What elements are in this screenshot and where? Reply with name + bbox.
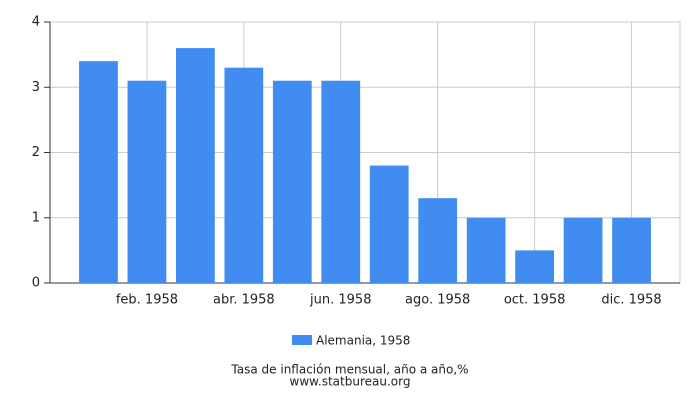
bar	[272, 80, 312, 283]
source: www.statbureau.org	[290, 375, 411, 389]
legend-swatch	[292, 335, 312, 345]
y-tick-label: 1	[32, 210, 40, 225]
bar	[127, 80, 167, 283]
caption: Tasa de inflación mensual, año a año,%	[230, 363, 468, 377]
x-tick-label: feb. 1958	[116, 293, 178, 308]
bar	[79, 61, 118, 284]
x-tick-label: jun. 1958	[309, 293, 371, 308]
x-tick-label: oct. 1958	[504, 293, 566, 308]
bar	[612, 217, 651, 283]
y-tick-label: 0	[32, 276, 40, 291]
bar	[563, 217, 603, 283]
y-tick-label: 2	[32, 145, 40, 160]
bar	[466, 217, 506, 283]
bar	[321, 80, 361, 283]
bar	[515, 250, 554, 283]
y-tick-label: 4	[32, 15, 40, 30]
bar	[418, 198, 458, 283]
bar	[176, 48, 215, 283]
y-tick-label: 3	[32, 80, 40, 95]
x-tick-label: dic. 1958	[601, 293, 661, 308]
x-tick-label: ago. 1958	[405, 293, 470, 308]
x-tick-label: abr. 1958	[213, 293, 275, 308]
bar	[224, 67, 264, 283]
bar	[369, 165, 409, 283]
legend-label: Alemania, 1958	[316, 334, 410, 348]
